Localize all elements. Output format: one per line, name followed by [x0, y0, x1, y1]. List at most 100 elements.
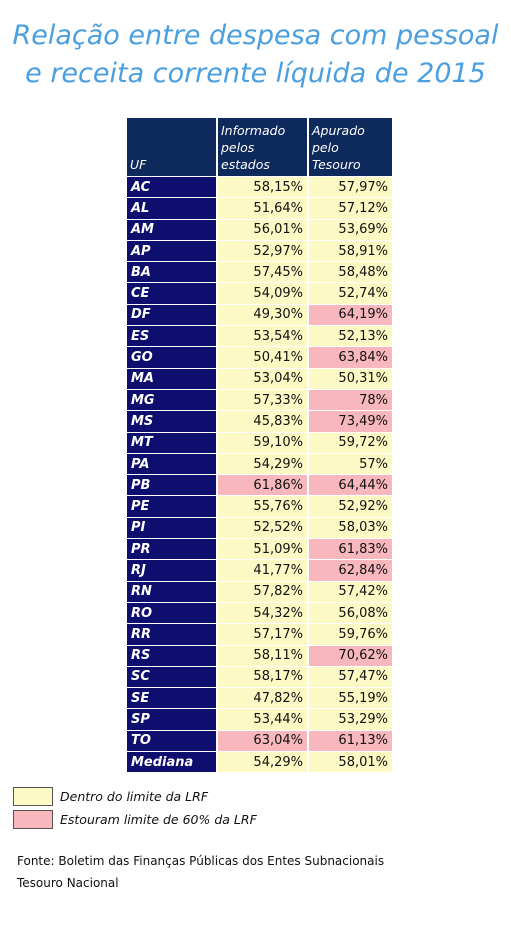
table-row: DF 49,30% 64,19%: [127, 303, 392, 326]
column-header-apurado: Apurado pelo Tesouro: [309, 118, 392, 176]
cell-apurado: 52,74%: [309, 282, 392, 304]
cell-informado: 51,09%: [218, 538, 309, 560]
table-body: AC 58,15% 57,97% AL 51,64% 57,12% AM 56,01% 53,6…: [127, 176, 392, 773]
cell-apurado: 56,08%: [309, 601, 392, 624]
column-header-informado: Informado pelos estados: [218, 118, 309, 176]
cell-apurado: 63,84%: [309, 346, 392, 368]
header-line: pelos: [221, 140, 255, 155]
table-row: CE 54,09% 52,74%: [127, 282, 392, 304]
table-row: Mediana 54,29% 58,01%: [127, 751, 392, 773]
cell-uf: MS: [127, 410, 218, 432]
cell-uf: SE: [127, 687, 218, 709]
cell-apurado: 57,47%: [309, 665, 392, 688]
cell-uf: PI: [127, 516, 218, 539]
cell-apurado: 57%: [309, 452, 392, 475]
cell-informado: 52,97%: [218, 239, 309, 262]
cell-informado: 61,86%: [218, 474, 309, 496]
chart-title-line-2: e receita corrente líquida de 2015: [25, 58, 486, 89]
table-row: SC 58,17% 57,47%: [127, 665, 392, 688]
cell-uf: PA: [127, 452, 218, 475]
cell-informado: 55,76%: [218, 495, 309, 517]
table-row: MG 57,33% 78%: [127, 388, 392, 411]
table-row: SP 53,44% 53,29%: [127, 708, 392, 730]
cell-apurado: 53,29%: [309, 708, 392, 730]
cell-informado: 50,41%: [218, 346, 309, 368]
table-row: MT 59,10% 59,72%: [127, 431, 392, 453]
cell-uf: BA: [127, 261, 218, 283]
table-header-row: UF Informado pelos estados Apurado pelo …: [127, 118, 392, 176]
cell-apurado: 55,19%: [309, 687, 392, 709]
cell-informado: 57,33%: [218, 388, 309, 411]
cell-apurado: 57,42%: [309, 580, 392, 602]
table-row: AL 51,64% 57,12%: [127, 197, 392, 219]
cell-informado: 54,09%: [218, 282, 309, 304]
header-line: Tesouro: [312, 157, 361, 172]
table-row: SE 47,82% 55,19%: [127, 687, 392, 709]
legend-swatch-ok: [13, 787, 53, 806]
cell-informado: 63,04%: [218, 729, 309, 752]
cell-apurado: 78%: [309, 388, 392, 411]
table-row: BA 57,45% 58,48%: [127, 261, 392, 283]
cell-uf: GO: [127, 346, 218, 368]
cell-informado: 53,44%: [218, 708, 309, 730]
table-row: PE 55,76% 52,92%: [127, 495, 392, 517]
table-row: PR 51,09% 61,83%: [127, 538, 392, 560]
cell-uf: ES: [127, 325, 218, 347]
cell-informado: 54,32%: [218, 601, 309, 624]
cell-apurado: 58,48%: [309, 261, 392, 283]
cell-uf: RR: [127, 623, 218, 645]
cell-uf: MA: [127, 367, 218, 389]
cell-apurado: 57,12%: [309, 197, 392, 219]
header-line: Informado: [221, 123, 286, 138]
data-table: UF Informado pelos estados Apurado pelo …: [127, 118, 392, 773]
legend-label-ok: Dentro do limite da LRF: [60, 789, 209, 804]
cell-informado: 45,83%: [218, 410, 309, 432]
cell-informado: 57,45%: [218, 261, 309, 283]
cell-uf: PR: [127, 538, 218, 560]
cell-informado: 58,11%: [218, 644, 309, 666]
cell-uf: SP: [127, 708, 218, 730]
cell-informado: 53,04%: [218, 367, 309, 389]
cell-apurado: 70,62%: [309, 644, 392, 666]
cell-apurado: 58,01%: [309, 751, 392, 773]
table-row: RS 58,11% 70,62%: [127, 644, 392, 666]
cell-apurado: 62,84%: [309, 559, 392, 581]
table-row: AC 58,15% 57,97%: [127, 176, 392, 198]
table-row: TO 63,04% 61,13%: [127, 729, 392, 752]
source-line-2: Tesouro Nacional: [17, 876, 119, 890]
table-row: MS 45,83% 73,49%: [127, 410, 392, 432]
cell-informado: 58,17%: [218, 665, 309, 688]
cell-uf: PE: [127, 495, 218, 517]
legend-label-over: Estouram limite de 60% da LRF: [60, 812, 257, 827]
table-row: ES 53,54% 52,13%: [127, 325, 392, 347]
cell-informado: 51,64%: [218, 197, 309, 219]
chart-title-line-1: Relação entre despesa com pessoal: [12, 20, 499, 51]
cell-informado: 54,29%: [218, 452, 309, 475]
table-row: GO 50,41% 63,84%: [127, 346, 392, 368]
cell-informado: 52,52%: [218, 516, 309, 539]
cell-informado: 57,82%: [218, 580, 309, 602]
cell-uf: Mediana: [127, 751, 218, 773]
cell-informado: 57,17%: [218, 623, 309, 645]
table-row: RR 57,17% 59,76%: [127, 623, 392, 645]
table-row: PB 61,86% 64,44%: [127, 474, 392, 496]
cell-uf: SC: [127, 665, 218, 688]
table-row: AP 52,97% 58,91%: [127, 239, 392, 262]
cell-apurado: 52,92%: [309, 495, 392, 517]
cell-uf: AM: [127, 218, 218, 240]
cell-apurado: 58,91%: [309, 239, 392, 262]
cell-informado: 58,15%: [218, 176, 309, 198]
cell-apurado: 52,13%: [309, 325, 392, 347]
header-line: estados: [221, 157, 270, 172]
cell-apurado: 61,13%: [309, 729, 392, 752]
cell-uf: MT: [127, 431, 218, 453]
header-line: Apurado: [312, 123, 365, 138]
cell-apurado: 59,76%: [309, 623, 392, 645]
cell-uf: AP: [127, 239, 218, 262]
table-row: PI 52,52% 58,03%: [127, 516, 392, 539]
cell-apurado: 58,03%: [309, 516, 392, 539]
table-row: RN 57,82% 57,42%: [127, 580, 392, 602]
cell-uf: PB: [127, 474, 218, 496]
cell-apurado: 61,83%: [309, 538, 392, 560]
source-line-1: Fonte: Boletim das Finanças Públicas dos…: [17, 854, 385, 868]
